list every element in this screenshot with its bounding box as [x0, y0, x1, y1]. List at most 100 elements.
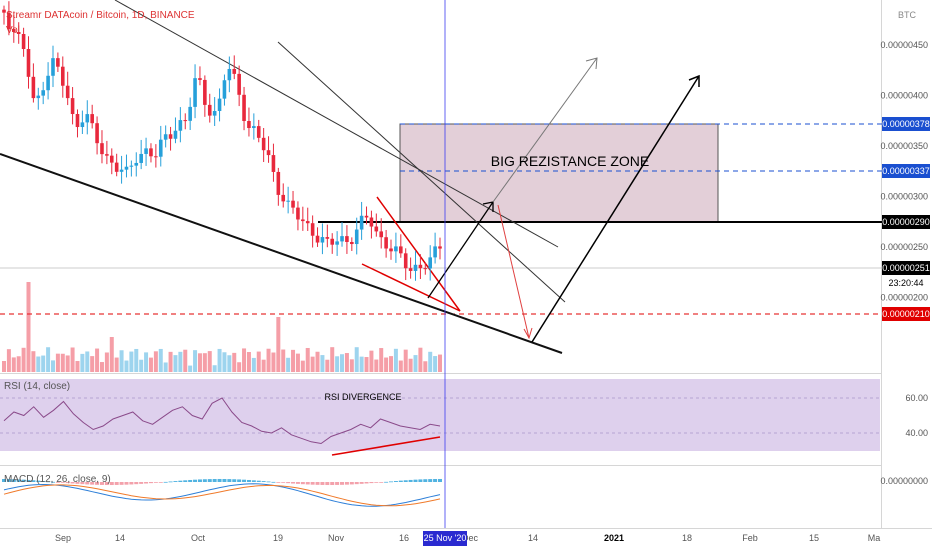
volume-bar — [6, 349, 11, 372]
candle-body — [354, 229, 359, 245]
macd-histogram-bar — [41, 481, 46, 482]
macd-histogram-bar — [369, 482, 374, 484]
volume-bar — [413, 355, 418, 372]
volume-bar — [364, 357, 369, 372]
candle-body — [114, 162, 119, 172]
candles-group — [2, 1, 442, 281]
volume-bar — [153, 351, 158, 372]
candle-body — [2, 9, 6, 13]
volume-bar — [114, 357, 119, 372]
candle-body — [335, 241, 339, 245]
candle-body — [168, 134, 173, 139]
macd-histogram-bar — [173, 481, 178, 482]
volume-bar — [428, 351, 433, 372]
volume-bar — [158, 348, 163, 372]
time-tick-label: Sep — [55, 533, 71, 543]
price-tag-378: 0.00000378 — [882, 117, 930, 131]
volume-bar — [207, 351, 212, 372]
volume-bar — [354, 347, 359, 372]
candle-body — [310, 223, 315, 236]
macd-histogram-bar — [281, 482, 286, 483]
candle-body — [80, 122, 85, 128]
volume-bar — [389, 356, 394, 372]
candle-body — [276, 171, 281, 195]
macd-histogram-bar — [242, 479, 247, 482]
candle-body — [198, 78, 202, 80]
macd-histogram-bar — [80, 482, 85, 485]
macd-histogram-bar — [340, 482, 345, 485]
volume-bar — [271, 352, 276, 372]
volume-bar — [85, 351, 90, 372]
volume-bar — [139, 359, 144, 372]
volume-bar — [109, 337, 114, 372]
volume-bar — [359, 356, 364, 372]
volume-bar — [237, 362, 242, 372]
volume-label: Vol — [6, 25, 20, 36]
macd-histogram-bar — [389, 481, 394, 483]
macd-histogram-bar — [50, 481, 55, 483]
price-tag-337: 0.00000337 — [882, 164, 930, 178]
volume-bar — [163, 362, 168, 372]
candle-body — [70, 98, 75, 115]
candle-body — [413, 264, 418, 271]
volume-bar — [90, 356, 95, 372]
candle-body — [134, 162, 139, 166]
volume-bar — [374, 359, 379, 372]
rsi-tick-label: 60.00 — [905, 393, 928, 403]
price-tick-label: 0.00000450 — [880, 40, 928, 50]
candle-body — [227, 68, 232, 81]
macd-histogram-bar — [139, 482, 144, 484]
macd-histogram-bar — [158, 482, 163, 483]
volume-bar — [178, 351, 183, 372]
volume-bar — [95, 348, 100, 372]
volume-bar — [46, 347, 51, 372]
macd-histogram-bar — [251, 480, 256, 482]
candle-body — [31, 76, 36, 99]
candle-body — [51, 58, 55, 76]
volume-bar — [183, 349, 188, 372]
currency-label: BTC — [898, 10, 916, 20]
candle-body — [369, 217, 374, 227]
macd-histogram-bar — [153, 482, 158, 483]
volume-bar — [291, 349, 296, 372]
candle-body — [261, 137, 266, 151]
volume-bar — [276, 317, 281, 372]
candle-body — [36, 95, 41, 99]
wedge-bottom — [361, 263, 461, 312]
volume-bar — [119, 350, 124, 372]
candle-body — [428, 257, 433, 269]
rsi-line-group — [3, 397, 441, 445]
candle-body — [105, 154, 109, 156]
channel-line-lower — [114, 0, 559, 248]
macd-histogram-bar — [21, 479, 26, 482]
macd-histogram-bar — [31, 480, 36, 482]
macd-histogram-bar — [295, 482, 300, 484]
rsi-band — [0, 379, 880, 451]
candle-body — [100, 143, 104, 155]
volume-bar — [80, 353, 85, 372]
volume-bar — [340, 354, 345, 372]
macd-histogram-bar — [217, 478, 222, 482]
volume-bar — [310, 356, 315, 372]
volume-bar — [251, 357, 256, 372]
candle-body — [124, 166, 129, 170]
macd-histogram-bar — [291, 482, 296, 484]
volume-bar — [232, 352, 237, 372]
macd-histogram-bar — [16, 479, 21, 482]
price-countdown: 23:20:44 — [882, 276, 930, 290]
price-tick-label: 0.00000250 — [880, 242, 928, 252]
macd-histogram-bar — [256, 480, 261, 482]
volume-bar — [418, 347, 423, 372]
macd-histogram-bar — [70, 482, 75, 484]
volume-bar — [193, 350, 198, 372]
candle-body — [222, 80, 227, 99]
volume-bar — [222, 352, 227, 372]
volume-bar — [256, 351, 261, 372]
macd-histogram-bar — [119, 482, 124, 485]
macd-histogram-bar — [428, 479, 433, 482]
arrow-retest — [497, 204, 533, 340]
chart-title: Streamr DATAcoin / Bitcoin, 1D, BINANCE — [6, 10, 195, 21]
macd-histogram-bar — [129, 482, 134, 485]
candle-body — [394, 246, 398, 252]
